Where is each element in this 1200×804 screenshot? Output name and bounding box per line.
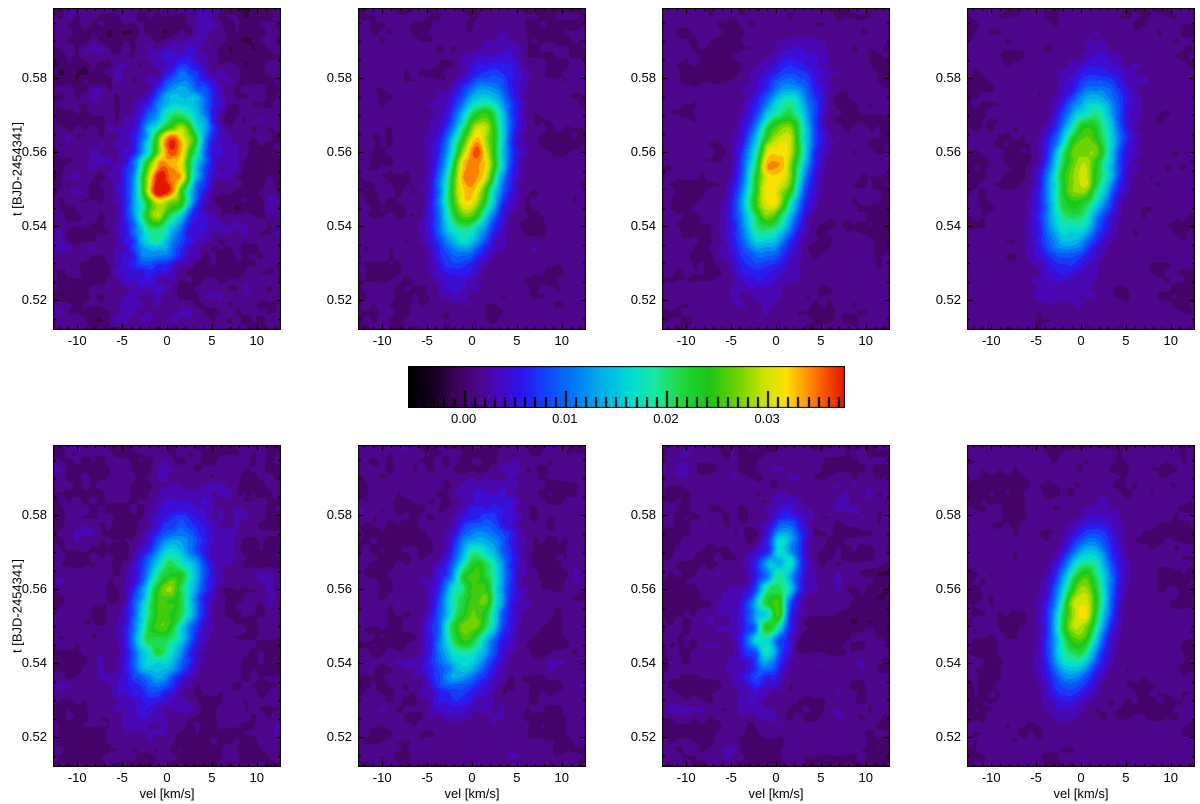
x-tick-label: 10: [554, 333, 569, 348]
y-tick-label: 0.58: [630, 507, 656, 523]
x-tick-label: 5: [513, 333, 521, 348]
y-tick-label: 0.52: [326, 729, 352, 745]
y-tick-label: 0.58: [935, 507, 961, 523]
x-tick-label: -5: [725, 333, 737, 348]
y-tick-label: 0.54: [935, 218, 961, 234]
x-tick-label: 5: [513, 770, 521, 785]
x-tick-label: 10: [1163, 770, 1178, 785]
colorbar-tick-label: 0.01: [552, 411, 578, 426]
heatmap-canvas-top-4: [967, 8, 1195, 330]
y-tick-label: 0.56: [935, 581, 961, 597]
x-tick-label: 5: [1122, 333, 1130, 348]
y-tick-label: 0.54: [21, 218, 47, 234]
x-tick-label: -10: [676, 333, 696, 348]
x-tick-label: 0: [1077, 770, 1085, 785]
y-axis-title: t [BJD-2454341]: [8, 8, 26, 330]
x-tick-label: 5: [1122, 770, 1130, 785]
heatmap-canvas-top-2: [358, 8, 586, 330]
y-tick-label: 0.52: [21, 729, 47, 745]
y-tick-label: 0.58: [21, 507, 47, 523]
x-tick-label: -10: [676, 770, 696, 785]
x-axis-title: vel [km/s]: [748, 786, 804, 801]
y-axis-title-text: t [BJD-2454341]: [9, 122, 25, 216]
x-tick-label: -10: [981, 333, 1001, 348]
y-tick-label: 0.52: [935, 729, 961, 745]
x-tick-label: 0: [468, 770, 476, 785]
y-tick-label: 0.52: [326, 292, 352, 308]
y-tick-label: 0.54: [326, 655, 352, 671]
colorbar-tick-label: 0.02: [653, 411, 679, 426]
y-tick-label: 0.56: [326, 581, 352, 597]
x-tick-label: 10: [249, 770, 264, 785]
x-tick-label: 10: [249, 333, 264, 348]
x-tick-label: 0: [163, 770, 171, 785]
y-tick-label: 0.52: [630, 729, 656, 745]
x-tick-label: 10: [858, 770, 873, 785]
heatmap-canvas-bottom-1: [53, 445, 281, 767]
y-tick-label: 0.56: [630, 581, 656, 597]
x-tick-label: -10: [981, 770, 1001, 785]
y-tick-label: 0.58: [630, 70, 656, 86]
x-tick-label: 10: [858, 333, 873, 348]
x-tick-label: 5: [817, 770, 825, 785]
x-tick-label: 10: [1163, 333, 1178, 348]
x-tick-label: 5: [208, 333, 216, 348]
heatmap-canvas-bottom-4: [967, 445, 1195, 767]
x-tick-label: -10: [372, 770, 392, 785]
y-tick-label: 0.56: [630, 144, 656, 160]
x-tick-label: -5: [421, 333, 433, 348]
y-axis-title-text: t [BJD-2454341]: [9, 559, 25, 653]
x-tick-label: 5: [817, 333, 825, 348]
colorbar-tick-label: 0.00: [450, 411, 477, 426]
y-tick-label: 0.56: [935, 144, 961, 160]
y-tick-label: 0.58: [326, 70, 352, 86]
x-axis-title: vel [km/s]: [444, 786, 500, 801]
y-tick-label: 0.54: [630, 655, 656, 671]
y-tick-label: 0.58: [21, 70, 47, 86]
y-tick-label: 0.56: [326, 144, 352, 160]
y-tick-label: 0.52: [21, 292, 47, 308]
x-tick-label: -5: [421, 770, 433, 785]
x-tick-label: -5: [1030, 333, 1042, 348]
x-tick-label: -5: [725, 770, 737, 785]
y-tick-label: 0.54: [21, 655, 47, 671]
y-tick-label: 0.54: [630, 218, 656, 234]
x-tick-label: 0: [163, 333, 171, 348]
x-tick-label: -10: [67, 333, 87, 348]
y-tick-label: 0.54: [935, 655, 961, 671]
x-tick-label: 5: [208, 770, 216, 785]
x-tick-label: 0: [1077, 333, 1085, 348]
x-tick-label: 0: [772, 770, 780, 785]
heatmap-canvas-bottom-2: [358, 445, 586, 767]
y-tick-label: 0.54: [326, 218, 352, 234]
x-axis-title: vel [km/s]: [139, 786, 195, 801]
heatmap-canvas-top-1: [53, 8, 281, 330]
x-tick-label: -10: [372, 333, 392, 348]
heatmap-canvas-top-3: [662, 8, 890, 330]
y-tick-label: 0.58: [935, 70, 961, 86]
x-tick-label: -5: [116, 333, 128, 348]
y-tick-label: 0.58: [326, 507, 352, 523]
y-tick-label: 0.56: [21, 144, 47, 160]
y-tick-label: 0.56: [21, 581, 47, 597]
x-tick-label: 10: [554, 770, 569, 785]
colorbar-gradient: [408, 366, 845, 408]
x-tick-label: -5: [116, 770, 128, 785]
x-tick-label: -10: [67, 770, 87, 785]
heatmap-canvas-bottom-3: [662, 445, 890, 767]
y-tick-label: 0.52: [630, 292, 656, 308]
x-axis-title: vel [km/s]: [1053, 786, 1109, 801]
x-tick-label: 0: [468, 333, 476, 348]
x-tick-label: 0: [772, 333, 780, 348]
colorbar-tick-label: 0.03: [754, 411, 780, 426]
y-axis-title: t [BJD-2454341]: [8, 445, 26, 767]
x-tick-label: -5: [1030, 770, 1042, 785]
y-tick-label: 0.52: [935, 292, 961, 308]
